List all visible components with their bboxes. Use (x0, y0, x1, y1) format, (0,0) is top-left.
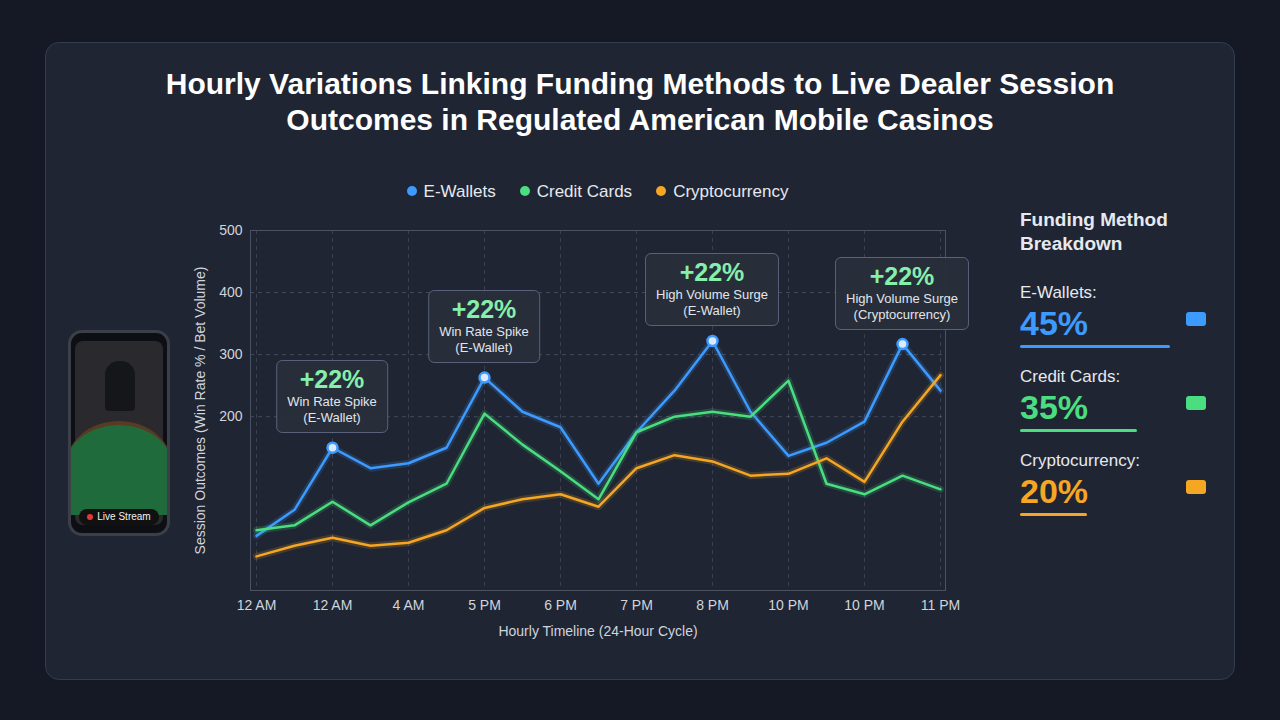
html-text:E-Wallets:: E-Wallets: (1020, 283, 1097, 302)
html-text:Hourly Variations Linking Fund: Hourly Variations Linking Funding Method… (165, 67, 1115, 136)
html-text:Funding Method Breakdown: Funding Method Breakdown (1020, 209, 1168, 254)
svg-text:4 AM: 4 AM (393, 597, 425, 613)
svg-text:500: 500 (219, 222, 243, 238)
svg-text:8 PM: 8 PM (696, 597, 729, 613)
html-text:35%: 35% (1020, 388, 1089, 426)
html-text:+22%: +22% (451, 295, 517, 324)
html-text:E-Wallets: E-Wallets (423, 182, 496, 201)
svg-text:12 AM: 12 AM (313, 597, 353, 613)
svg-text:11 PM: 11 PM (921, 597, 960, 613)
svg-text:200: 200 (219, 408, 243, 424)
html-text:+22%: +22% (679, 258, 745, 287)
html-text:Cryptocurrency:: Cryptocurrency: (1020, 451, 1140, 470)
html-text:High Volume Surge: High Volume Surge (656, 287, 768, 303)
html-text:+22%: +22% (869, 261, 935, 290)
html-text:Live Stream: Live Stream (97, 511, 151, 522)
html-text:(E-Wallet): (E-Wallet) (303, 410, 361, 426)
html-text:Credit Cards: Credit Cards (536, 182, 633, 201)
html-text:+22%: +22% (299, 365, 365, 394)
html-text:45%: 45% (1020, 304, 1089, 342)
svg-text:7 PM: 7 PM (620, 597, 653, 613)
svg-text:12 AM: 12 AM (237, 597, 277, 613)
html-text:20%: 20% (1020, 472, 1089, 510)
svg-text:Session Outcomes (Win Rate % /: Session Outcomes (Win Rate % / Bet Volum… (192, 267, 208, 555)
html-text:Win Rate Spike: Win Rate Spike (287, 394, 377, 410)
html-text:(E-Wallet): (E-Wallet) (455, 340, 513, 356)
html-text:Win Rate Spike: Win Rate Spike (439, 324, 529, 340)
html-text:Credit Cards:: Credit Cards: (1020, 367, 1121, 386)
html-text:(E-Wallet): (E-Wallet) (683, 303, 741, 319)
svg-text:400: 400 (219, 284, 243, 300)
html-text:Cryptocurrency: Cryptocurrency (673, 182, 789, 201)
html-text:High Volume Surge: High Volume Surge (846, 290, 958, 306)
svg-text:300: 300 (219, 346, 243, 362)
svg-text:5 PM: 5 PM (468, 597, 501, 613)
svg-text:6 PM: 6 PM (544, 597, 577, 613)
svg-text:Hourly Timeline (24-Hour Cycle: Hourly Timeline (24-Hour Cycle) (498, 623, 697, 639)
html-text:(Cryptocurrency): (Cryptocurrency) (853, 306, 951, 322)
svg-text:10 PM: 10 PM (844, 597, 884, 613)
svg-text:10 PM: 10 PM (768, 597, 808, 613)
